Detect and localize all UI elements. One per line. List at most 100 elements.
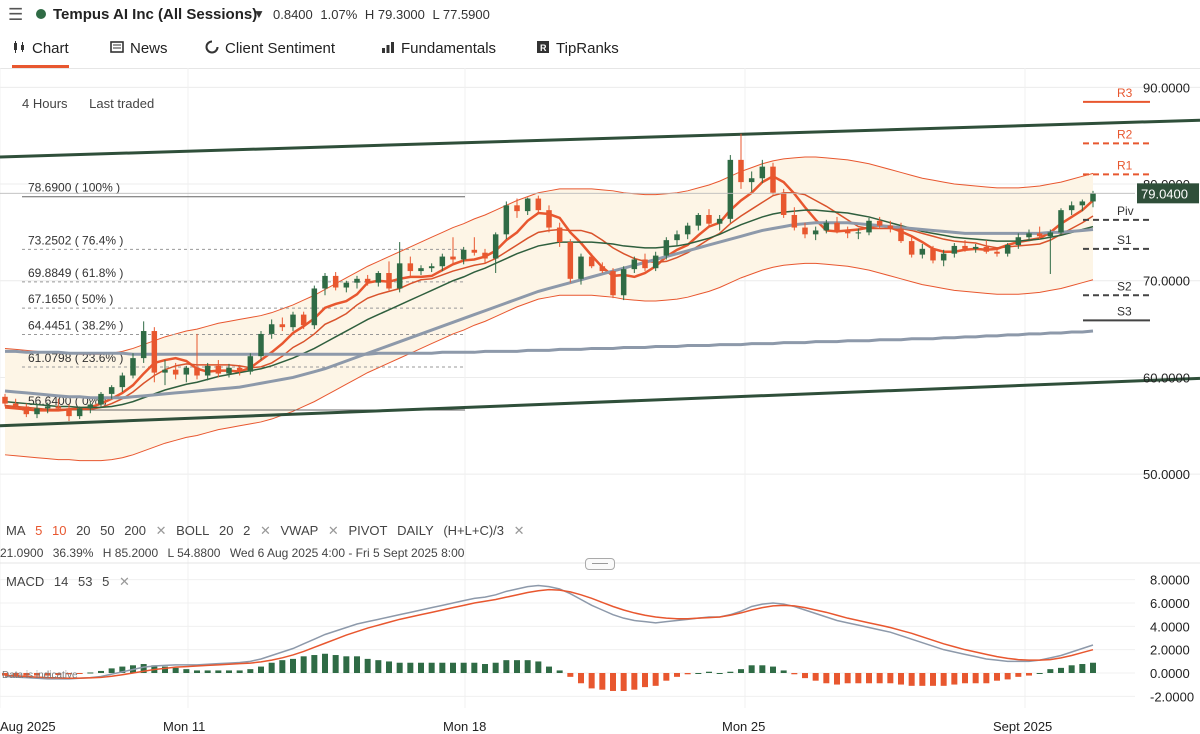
boll-stddev[interactable]: 2 [243,523,251,538]
macd-label[interactable]: MACD [6,574,45,589]
ma-period-20[interactable]: 20 [76,523,91,538]
ma-period-10[interactable]: 10 [51,523,67,538]
candle-body [642,259,648,269]
tab-chart[interactable]: Chart [12,40,69,68]
macd-histogram-bar [364,658,371,673]
candle [887,220,894,233]
chart-area: 4 Hours Last traded 78.6900 ( 100% ) 73.2… [0,68,1200,734]
candle [866,217,872,236]
remove-pivot-icon[interactable]: ✕ [513,523,525,538]
remove-macd-icon[interactable]: ✕ [118,574,130,589]
candle-body [311,288,318,326]
ma-period-50[interactable]: 50 [100,523,115,538]
macd-histogram-bar [1026,673,1032,676]
hamburger-icon[interactable]: ☰ [8,5,24,24]
tab-news[interactable]: News [110,40,168,57]
candle-body [951,245,958,254]
candle-body [1090,193,1096,202]
remove-vwap-icon[interactable]: ✕ [327,523,339,538]
low-value: L 77.5900 [432,7,490,22]
candle [631,256,638,274]
macd-histogram-bar [674,673,680,677]
remove-boll-icon[interactable]: ✕ [259,523,271,538]
interval-selector[interactable]: 4 Hours [22,96,68,111]
candle-body [215,365,222,374]
candle-body [652,255,659,269]
pivot-formula[interactable]: (H+L+C)/3 [443,523,505,538]
pivot-label[interactable]: PIVOT [348,523,388,538]
candle [876,216,883,229]
instrument-header: ☰ Tempus AI Inc (All Sessions) ▼ 0.8400 … [0,0,1200,30]
macd-histogram-bar [460,662,467,673]
candle-body [599,266,606,272]
candle-body [834,222,840,232]
macd-histogram-bar [951,673,958,685]
candlestick-icon [12,40,26,57]
pivot-label: S1 [1117,233,1132,247]
candle-body [247,356,254,372]
candle [471,237,478,256]
signal-line [4,588,1094,680]
candle-body [524,198,531,212]
pivot-timeframe[interactable]: DAILY [397,523,434,538]
macd-tick-label: 2.0000 [1150,643,1190,658]
tab-chart-label: Chart [32,40,69,57]
macd-signal[interactable]: 5 [102,574,110,589]
candle-body [332,275,339,288]
candle [1079,199,1086,212]
tab-client-sentiment[interactable]: Client Sentiment [205,40,335,57]
price-change-pct: 1.07% [320,7,358,22]
macd-histogram-bar [588,673,595,689]
macd-histogram-bar [279,660,286,673]
ma-period-5[interactable]: 5 [35,523,43,538]
price-type-selector[interactable]: Last traded [89,96,155,111]
candle-body [98,393,104,405]
candle [930,245,936,264]
candle-body [684,225,691,235]
macd-histogram-bar [908,673,915,686]
macd-histogram-bar [386,661,392,673]
remove-ma-icon[interactable]: ✕ [155,523,167,538]
candle-body [439,256,446,267]
pane-resize-handle[interactable] [585,558,615,570]
candle [375,271,382,287]
macd-histogram-bar [407,662,414,673]
macd-histogram-bar [1090,662,1096,673]
tab-fundamentals[interactable]: Fundamentals [381,40,496,57]
candle [567,239,574,283]
boll-label[interactable]: BOLL [176,523,210,538]
macd-fast[interactable]: 14 [53,574,69,589]
pivot-label: S3 [1117,304,1132,318]
candle-body [876,220,883,226]
candle-body [556,227,563,243]
macd-histogram-bar [482,664,488,673]
macd-histogram-bar [66,673,72,675]
macd-histogram-bar [450,662,456,673]
macd-histogram-bar [343,656,350,673]
vwap-label[interactable]: VWAP [280,523,319,538]
macd-histogram-bar [1004,673,1011,680]
macd-histogram-bar [471,662,478,673]
candle-body [418,268,424,272]
candle-body [23,406,30,415]
instrument-title[interactable]: Tempus AI Inc (All Sessions) [53,6,258,23]
boll-period[interactable]: 20 [219,523,234,538]
candle-body [503,205,510,235]
macd-histogram-bar [642,673,648,688]
ma-label[interactable]: MA [6,523,26,538]
price-chart[interactable]: 78.6900 ( 100% ) 73.2502 ( 76.4% ) 69.8849… [0,68,1200,734]
ma-period-200[interactable]: 200 [124,523,146,538]
range-high: H 85.2000 [102,546,159,560]
tab-tipranks[interactable]: R TipRanks [536,40,619,57]
candle-body [940,253,947,261]
candle [919,244,926,259]
candle-body [930,248,936,261]
candle-body [706,214,712,224]
macd-histogram-bar [919,673,926,686]
candle [684,222,691,240]
macd-histogram-bar [791,673,798,675]
chevron-down-icon[interactable]: ▼ [253,7,265,21]
candle [972,244,979,253]
macd-slow[interactable]: 53 [78,574,93,589]
macd-histogram-bar [396,662,403,673]
